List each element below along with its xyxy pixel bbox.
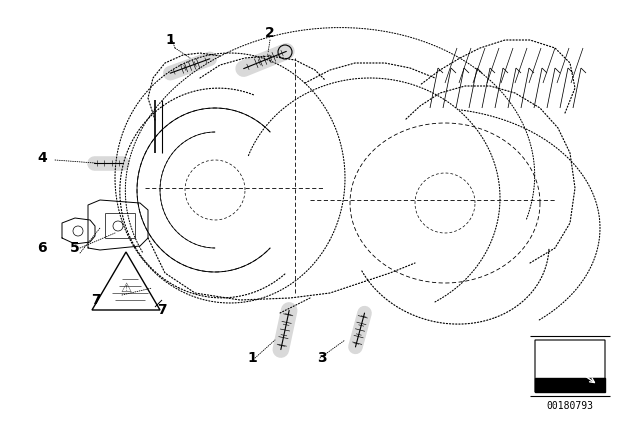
Text: 1: 1 (247, 351, 257, 365)
Text: 6: 6 (37, 241, 47, 255)
Text: 7: 7 (91, 293, 101, 307)
Text: 2: 2 (265, 26, 275, 40)
Text: 00180793: 00180793 (547, 401, 593, 411)
Text: 5: 5 (70, 241, 80, 255)
Text: 1: 1 (165, 33, 175, 47)
Text: 7: 7 (157, 303, 167, 317)
Text: 3: 3 (317, 351, 327, 365)
Text: ⚠: ⚠ (120, 281, 132, 294)
Text: 4: 4 (37, 151, 47, 165)
Bar (535, 378, 605, 392)
